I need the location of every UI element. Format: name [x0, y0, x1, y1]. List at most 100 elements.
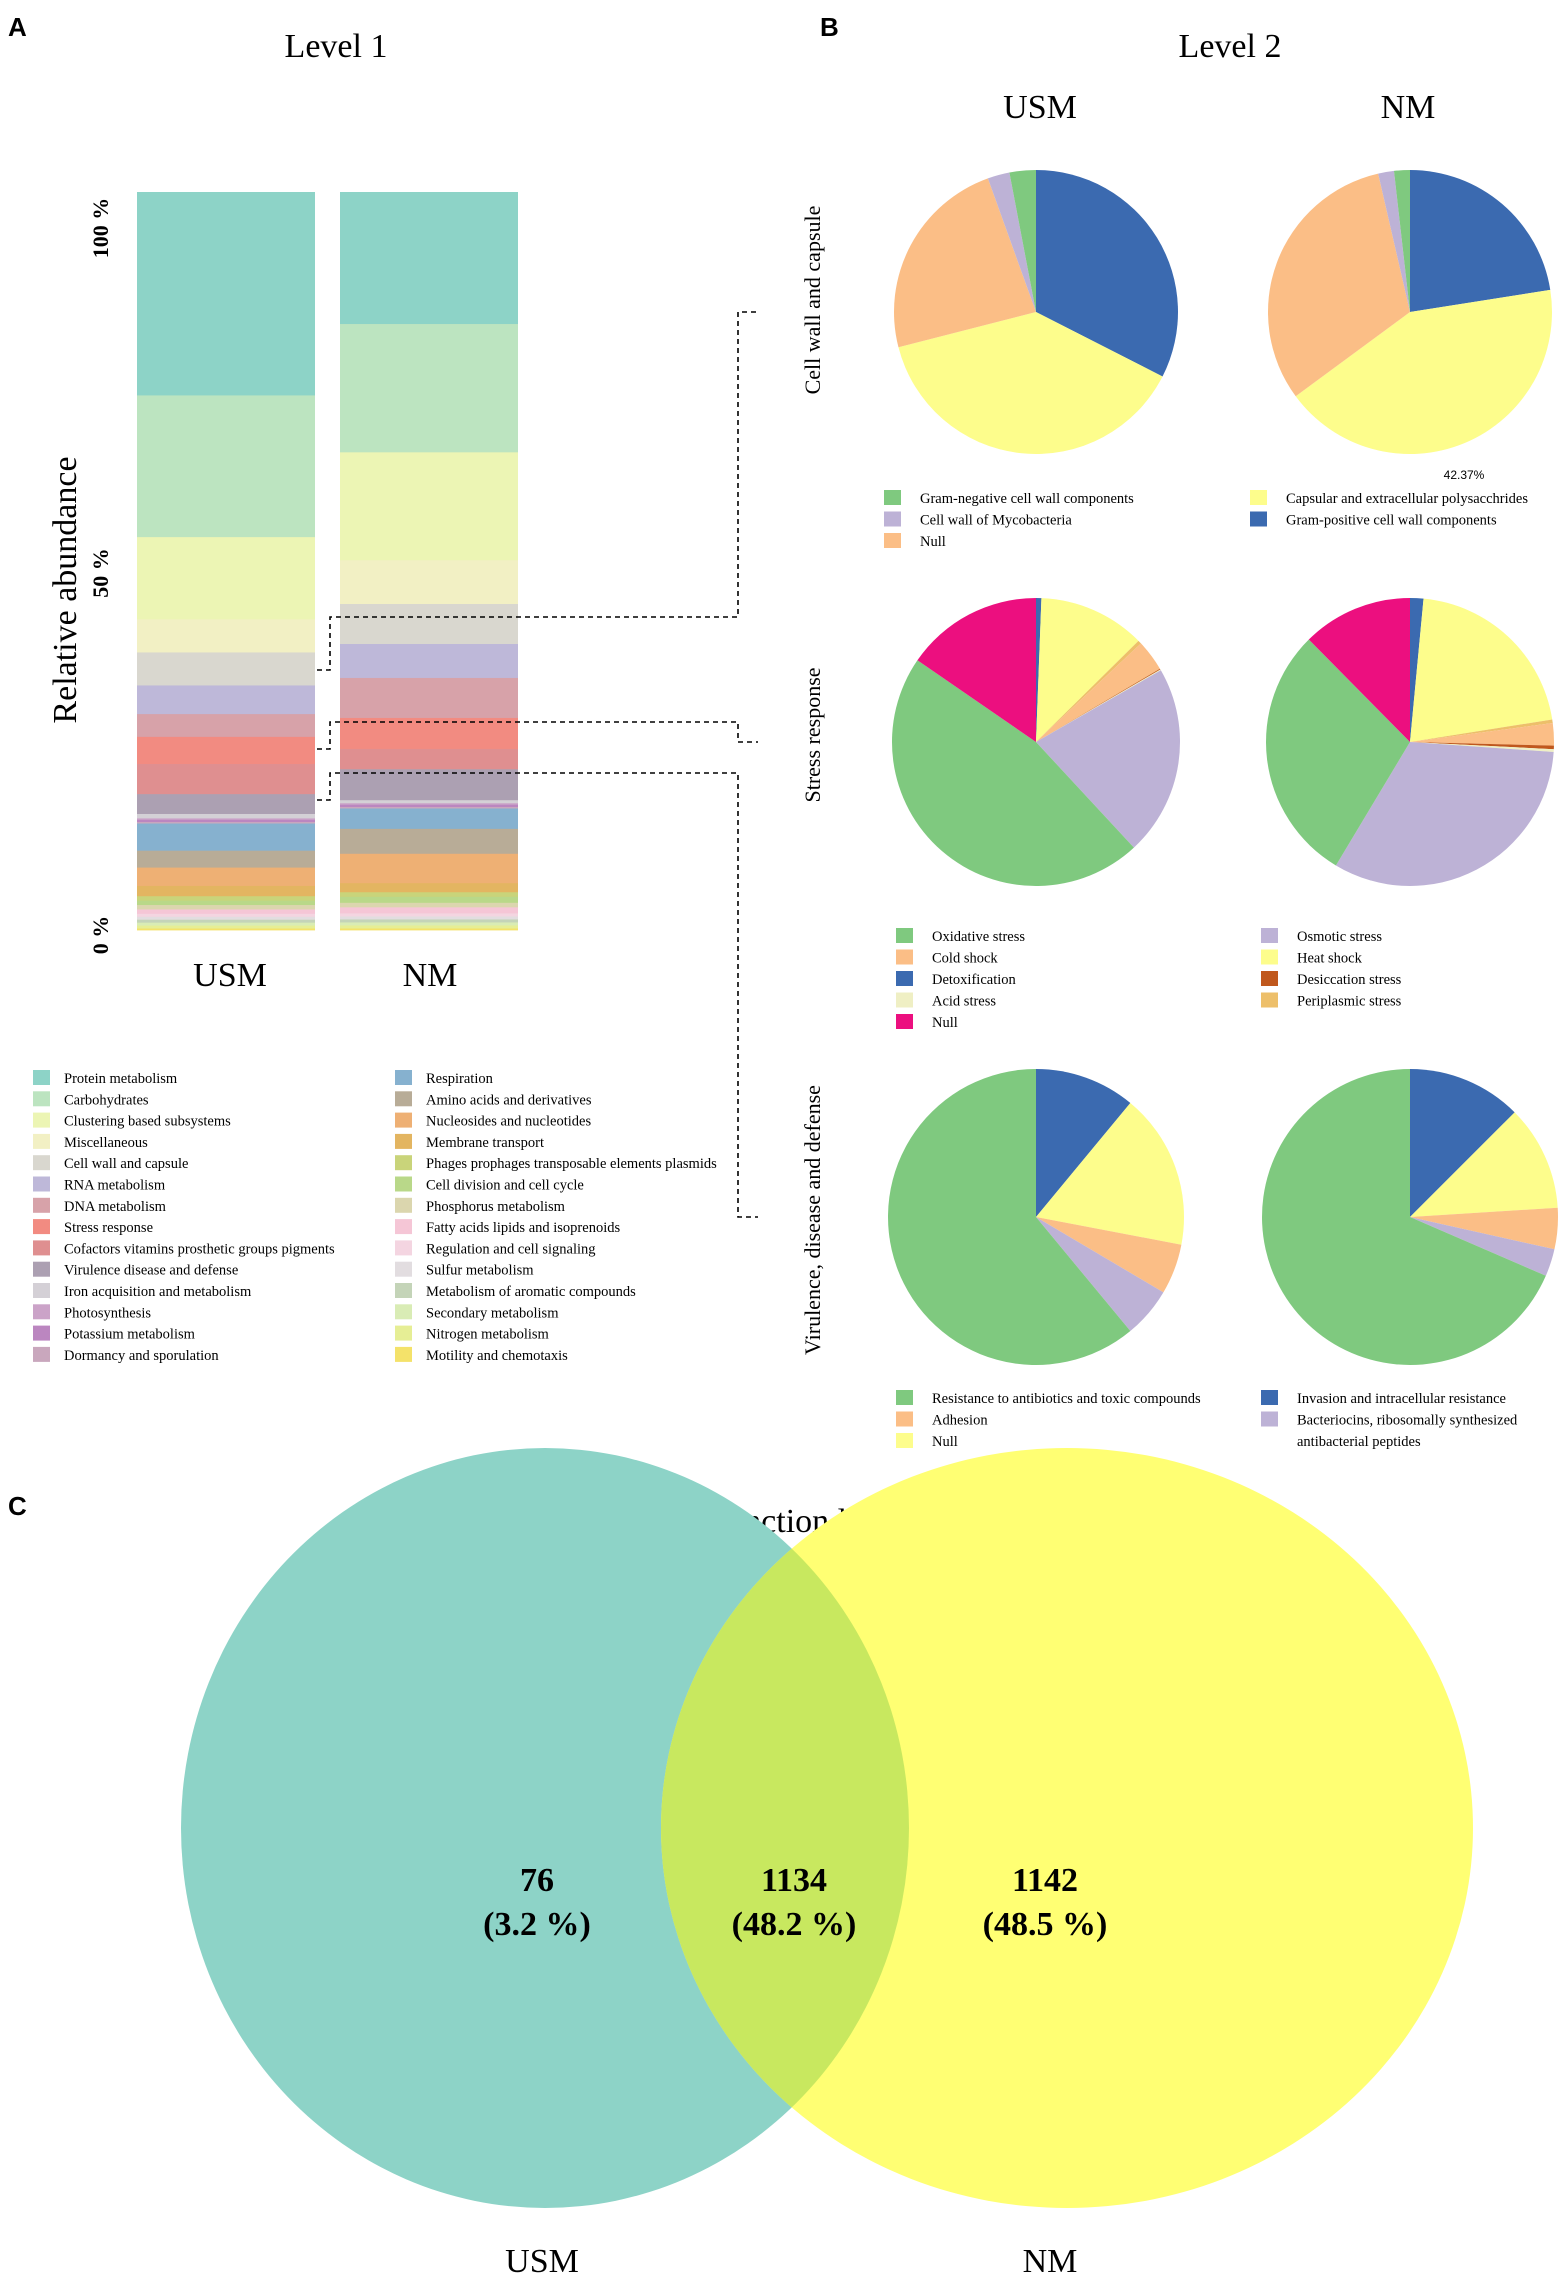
level1-stacked-bar-chart: Relative abundance 100 % 50 % 0 % USM NM — [47, 192, 518, 994]
legend-swatch-cell-wall-and-capsule — [33, 1155, 50, 1171]
bar-segment-nm-carbohydrates — [340, 324, 518, 453]
pie-legend-swatch-stress-oxidative-stress — [896, 928, 913, 943]
bar-segment-usm-nucleosides-and-nucleotides — [137, 867, 315, 887]
legend-label-photosynthesis: Photosynthesis — [64, 1305, 151, 1321]
pie-slice-stress-usm-null — [917, 598, 1036, 742]
pie-legend-swatch-cell_wall-capsular-and-extracellular-polysacchrides — [1250, 490, 1267, 505]
legend-swatch-amino-acids-and-derivatives — [395, 1091, 412, 1107]
pie-slice-cell_wall-nm-capsular-and-extracellular-polysacchrides — [1295, 289, 1552, 454]
bar-segment-usm-iron-acquisition-and-metabolism — [137, 813, 315, 819]
legend-label-metabolism-of-aromatic-compounds: Metabolism of aromatic compounds — [426, 1284, 636, 1300]
bar-segment-usm-photosynthesis — [137, 818, 315, 821]
pie-slice-virulence-nm-resistance-to-antibiotics-and-toxic-compounds — [1262, 1069, 1546, 1366]
pie-legend-label-stress-periplasmic-stress: Periplasmic stress — [1297, 994, 1402, 1010]
pie-slice-stress-usm-acid-stress — [1036, 669, 1161, 742]
bar-segment-nm-phages-prophages-transposable-elements-plasmids — [340, 892, 518, 898]
bar-segment-nm-potassium-metabolism — [340, 804, 518, 808]
bar-segment-nm-membrane-transport — [340, 883, 518, 893]
pie-legend-swatch-stress-desiccation-stress — [1261, 971, 1278, 986]
pie-legend-swatch-virulence-resistance-to-antibiotics-and-toxic-compounds — [896, 1390, 913, 1405]
pie-legend-label-cell_wall-gram-negative-cell-wall-components: Gram-negative cell wall components — [920, 491, 1134, 507]
legend-swatch-cell-division-and-cell-cycle — [395, 1176, 412, 1192]
bar-segment-usm-stress-response — [137, 736, 315, 765]
legend-swatch-virulence-disease-and-defense — [33, 1261, 50, 1277]
bar-segment-nm-metabolism-of-aromatic-compounds — [340, 919, 518, 923]
pie-slice-virulence-nm-bacteriocins-ribosomally-synthesized-antibacterial-peptides — [1410, 1217, 1555, 1276]
legend-label-cofactors-vitamins-prosthetic-groups-pigments: Cofactors vitamins prosthetic groups pig… — [64, 1241, 335, 1257]
pie-legend-swatch-stress-periplasmic-stress — [1261, 992, 1278, 1008]
bar-segment-nm-regulation-and-cell-signaling — [340, 913, 518, 917]
legend-label-membrane-transport: Membrane transport — [426, 1135, 544, 1151]
bar-segment-nm-cofactors-vitamins-prosthetic-groups-pigments — [340, 748, 518, 770]
venn-shared-count: 1134 — [761, 1862, 827, 1899]
pie-slice-virulence-nm-adhesion — [1410, 1207, 1559, 1250]
legend-swatch-carbohydrates — [33, 1091, 50, 1107]
legend-swatch-secondary-metabolism — [395, 1304, 412, 1320]
panel-letter-c: C — [8, 1491, 27, 1521]
pie-slice-virulence-nm-invasion-and-intracellular-resistance — [1410, 1069, 1515, 1217]
bar-usm — [137, 192, 315, 931]
bar-segment-usm-respiration — [137, 823, 315, 852]
legend-swatch-photosynthesis — [33, 1304, 50, 1320]
legend-label-miscellaneous: Miscellaneous — [64, 1135, 148, 1151]
pie-legend-swatch-cell_wall-gram-negative-cell-wall-components — [884, 490, 901, 505]
row-title-cell-wall: Cell wall and capsule — [800, 206, 825, 395]
pie-legend-label-virulence-invasion-and-intracellular-resistance: Invasion and intracellular resistance — [1297, 1391, 1506, 1407]
bar-segment-nm-cell-division-and-cell-cycle — [340, 896, 518, 904]
bar-segment-usm-sulfur-metabolism — [137, 916, 315, 921]
pie-legend-label-virulence-continuation: antibacterial peptides — [1297, 1434, 1421, 1450]
legend-label-nucleosides-and-nucleotides: Nucleosides and nucleotides — [426, 1114, 591, 1130]
column-header-usm: USM — [1003, 89, 1077, 126]
legend-swatch-cofactors-vitamins-prosthetic-groups-pigments — [33, 1240, 50, 1256]
pie-legend-label-virulence-adhesion: Adhesion — [932, 1413, 988, 1429]
pie-slice-cell_wall-usm-gram-negative-cell-wall-components — [1009, 170, 1036, 312]
y-tick-100: 100 % — [88, 198, 113, 259]
pie-slice-stress-nm-desiccation-stress — [1410, 742, 1554, 750]
bar-segment-usm-regulation-and-cell-signaling — [137, 913, 315, 918]
pie-legend-swatch-stress-null — [896, 1014, 913, 1029]
pie-legend-swatch-virulence-bacteriocins-ribosomally-synthesized — [1261, 1411, 1278, 1427]
pie-slice-stress-usm-desiccation-stress — [1036, 668, 1161, 742]
legend-label-sulfur-metabolism: Sulfur metabolism — [426, 1263, 534, 1279]
legend-swatch-miscellaneous — [33, 1133, 50, 1149]
legend-label-phages-prophages-transposable-elements-plasmids: Phages prophages transposable elements p… — [426, 1156, 717, 1172]
bar-nm — [340, 192, 518, 931]
legend-swatch-phosphorus-metabolism — [395, 1197, 412, 1213]
bar-segment-usm-secondary-metabolism — [137, 922, 315, 926]
legend-label-respiration: Respiration — [426, 1071, 494, 1087]
pie-slice-virulence-nm-null — [1410, 1112, 1558, 1217]
y-tick-0: 0 % — [88, 916, 113, 955]
pie-legend-label-stress-null: Null — [932, 1015, 958, 1031]
pie-legend-label-stress-heat-shock: Heat shock — [1297, 951, 1363, 967]
venn-set-nm — [661, 1448, 1473, 2208]
pie-legend-swatch-cell_wall-gram-positive-cell-wall-components — [1250, 511, 1267, 527]
legend-swatch-nitrogen-metabolism — [395, 1325, 412, 1341]
pie-legend-label-cell_wall-cell-wall-of-mycobacteria: Cell wall of Mycobacteria — [920, 513, 1072, 529]
row-title-stress: Stress response — [800, 667, 825, 802]
pie-slice-cell_wall-usm-cell-wall-of-mycobacteria — [987, 172, 1036, 312]
legend-label-virulence-disease-and-defense: Virulence disease and defense — [64, 1263, 238, 1279]
connector-cell-wall — [317, 311, 758, 671]
pie-legend-label-stress-desiccation-stress: Desiccation stress — [1297, 972, 1402, 988]
bar-segment-usm-cell-division-and-cell-cycle — [137, 900, 315, 906]
bar-segment-nm-nitrogen-metabolism — [340, 925, 518, 929]
legend-swatch-nucleosides-and-nucleotides — [395, 1112, 412, 1128]
pie-slice-stress-nm-periplasmic-stress — [1410, 719, 1553, 742]
legend-label-regulation-and-cell-signaling: Regulation and cell signaling — [426, 1241, 596, 1257]
legend-label-dormancy-and-sporulation: Dormancy and sporulation — [64, 1348, 219, 1364]
pie-legend-label-virulence-bacteriocins-ribosomally-synthesized: Bacteriocins, ribosomally synthesized — [1297, 1413, 1518, 1429]
pie-legend-swatch-cell_wall-null — [884, 533, 901, 548]
pie-slice-stress-nm-oxidative-stress — [1266, 639, 1410, 866]
pie-legend-swatch-stress-heat-shock — [1261, 949, 1278, 965]
bar-segment-usm-dormancy-and-sporulation — [137, 822, 315, 824]
legend-swatch-potassium-metabolism — [33, 1325, 50, 1341]
legend-label-amino-acids-and-derivatives: Amino acids and derivatives — [426, 1092, 592, 1108]
pie-slice-virulence-usm-null — [1036, 1102, 1185, 1245]
legend-swatch-stress-response — [33, 1219, 50, 1235]
bar-segment-nm-clustering-based-subsystems — [340, 452, 518, 561]
pie-legend-swatch-virulence-invasion-and-intracellular-resistance — [1261, 1390, 1278, 1405]
venn-nm-only-percent: (48.5 %) — [983, 1906, 1108, 1943]
legend-swatch-protein-metabolism — [33, 1070, 50, 1085]
bar-segment-usm-protein-metabolism — [137, 192, 315, 396]
